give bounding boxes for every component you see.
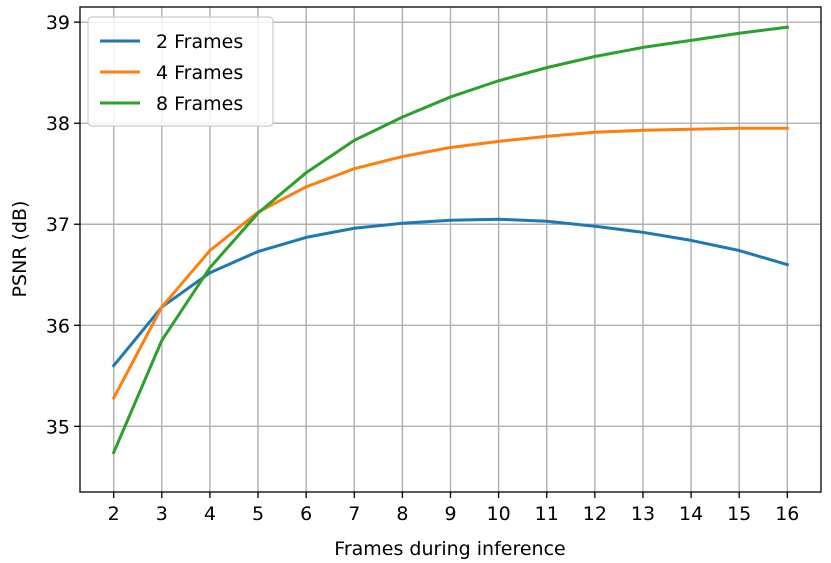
series-line-2 <box>111 126 789 401</box>
x-tick-label: 3 <box>156 503 168 525</box>
series-line-1 <box>111 217 790 368</box>
x-tick-label: 4 <box>204 503 216 525</box>
y-axis-label: PSNR (dB) <box>9 201 31 298</box>
legend-box <box>87 16 274 127</box>
y-tick-label: 36 <box>46 315 70 337</box>
x-tick-label: 9 <box>444 503 456 525</box>
x-tick-label: 14 <box>679 503 703 525</box>
x-tick-label: 12 <box>583 503 607 525</box>
x-tick-label: 5 <box>252 503 264 525</box>
y-axis-ticks: 35 36 37 38 39 <box>46 12 80 438</box>
x-tick-label: 2 <box>108 503 120 525</box>
legend-label: 4 Frames <box>156 62 243 84</box>
x-axis-ticks: 2 3 4 5 6 7 8 9 10 11 12 13 14 15 16 <box>108 492 799 525</box>
y-tick-label: 39 <box>46 12 70 34</box>
x-tick-label: 16 <box>775 503 799 525</box>
x-tick-label: 13 <box>631 503 655 525</box>
series-line-3 <box>111 25 789 455</box>
x-tick-label: 10 <box>487 503 511 525</box>
x-tick-label: 11 <box>535 503 559 525</box>
legend-label: 8 Frames <box>156 93 243 115</box>
x-tick-label: 15 <box>727 503 751 525</box>
x-axis-label: Frames during inference <box>334 538 565 560</box>
legend-label: 2 Frames <box>156 31 243 53</box>
x-tick-label: 6 <box>300 503 312 525</box>
y-tick-label: 37 <box>46 214 70 236</box>
x-tick-label: 7 <box>348 503 360 525</box>
y-tick-label: 38 <box>46 113 70 135</box>
series-lines <box>111 25 790 455</box>
x-tick-label: 8 <box>396 503 408 525</box>
y-tick-label: 35 <box>46 416 70 438</box>
legend: 2 Frames 4 Frames 8 Frames <box>87 16 274 127</box>
